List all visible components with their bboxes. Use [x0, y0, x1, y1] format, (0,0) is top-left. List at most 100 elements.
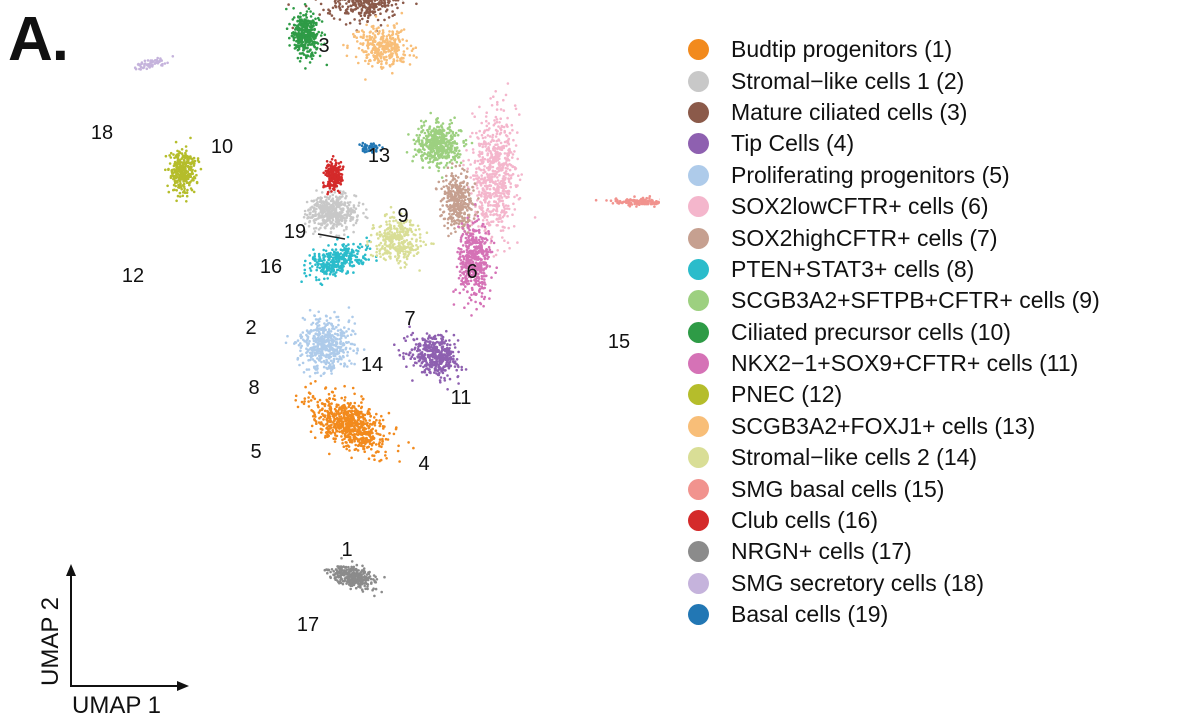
cluster-point	[504, 204, 508, 207]
cluster-point	[411, 159, 414, 163]
cluster-point	[347, 445, 351, 448]
cluster-point	[307, 368, 311, 371]
cluster-point	[483, 192, 486, 196]
cluster-point	[330, 426, 333, 429]
cluster-point	[427, 130, 430, 133]
cluster-point	[394, 3, 398, 6]
cluster-point	[303, 18, 306, 22]
cluster-point	[336, 429, 339, 433]
cluster-point	[483, 176, 487, 180]
cluster-point	[466, 213, 470, 217]
cluster-point	[334, 195, 338, 198]
cluster-point	[308, 375, 312, 378]
cluster-point	[420, 154, 423, 158]
cluster-point	[362, 5, 366, 9]
cluster-point	[446, 360, 449, 363]
cluster-point	[454, 174, 458, 178]
cluster-point	[359, 242, 362, 246]
cluster-point	[463, 185, 466, 189]
cluster-point	[335, 434, 339, 438]
cluster-point	[480, 193, 483, 197]
cluster-point	[445, 204, 449, 207]
cluster-point	[437, 363, 441, 367]
cluster-point	[316, 203, 320, 206]
cluster-point	[443, 224, 446, 228]
cluster-point	[338, 420, 341, 423]
cluster-point	[355, 413, 358, 417]
cluster-point	[511, 153, 515, 156]
cluster-point	[370, 438, 374, 442]
cluster-point	[331, 248, 334, 251]
cluster-point	[452, 207, 456, 210]
cluster-point	[314, 276, 318, 279]
cluster-point	[462, 139, 465, 143]
cluster-point	[311, 350, 314, 354]
cluster-point	[469, 197, 472, 200]
cluster-point	[448, 212, 451, 216]
cluster-point	[367, 439, 371, 442]
cluster-point	[380, 1, 384, 5]
cluster-point	[301, 316, 305, 320]
cluster-point	[407, 441, 410, 444]
cluster-point	[316, 333, 320, 337]
cluster-point	[360, 411, 363, 415]
cluster-point	[320, 265, 324, 268]
cluster-point	[452, 222, 456, 226]
cluster-point	[340, 219, 344, 222]
cluster-point	[326, 277, 330, 280]
cluster-point	[442, 211, 445, 214]
cluster-point	[460, 365, 464, 369]
cluster-point	[441, 198, 444, 201]
cluster-point	[501, 229, 505, 232]
cluster-point	[445, 154, 449, 158]
cluster-point	[498, 132, 502, 136]
cluster-point	[413, 148, 417, 151]
cluster-point	[333, 394, 336, 398]
cluster-point	[335, 403, 339, 407]
cluster-point	[445, 179, 448, 182]
cluster-point	[296, 358, 300, 361]
cluster-point	[345, 447, 349, 451]
cluster-point	[352, 242, 355, 246]
cluster-point	[319, 210, 323, 213]
cluster-point	[439, 161, 443, 165]
cluster-point	[429, 353, 432, 357]
cluster-point	[339, 415, 343, 418]
cluster-point	[314, 36, 317, 40]
cluster-point	[341, 5, 344, 8]
cluster-point	[489, 184, 493, 187]
cluster-point	[358, 19, 362, 22]
cluster-point	[334, 409, 338, 413]
cluster-point	[442, 180, 445, 183]
cluster-point	[514, 144, 518, 147]
cluster-point	[317, 278, 321, 282]
cluster-point	[313, 203, 317, 207]
cluster-point	[320, 191, 324, 194]
cluster-point	[313, 221, 317, 225]
cluster-point	[313, 28, 316, 31]
cluster-point	[325, 268, 329, 272]
cluster-point	[340, 411, 343, 415]
cluster-point	[334, 243, 337, 246]
cluster-1-points	[294, 380, 415, 463]
cluster-point	[303, 263, 306, 267]
cluster-point	[442, 166, 446, 169]
cluster-point	[431, 348, 435, 352]
cluster-point	[347, 306, 351, 309]
cluster-point	[285, 27, 289, 31]
cluster-point	[508, 131, 512, 135]
cluster-point	[450, 220, 454, 223]
cluster-point	[338, 422, 342, 426]
cluster-point	[344, 23, 348, 26]
cluster-point	[517, 174, 520, 177]
cluster-point	[288, 44, 291, 47]
cluster-point	[299, 346, 303, 349]
cluster-point	[428, 371, 431, 374]
cluster-point	[324, 362, 328, 366]
cluster-point	[359, 406, 363, 410]
cluster-point	[316, 265, 319, 269]
cluster-point	[346, 334, 350, 338]
cluster-point	[303, 339, 306, 343]
cluster-point	[364, 215, 368, 219]
cluster-point	[330, 342, 333, 346]
